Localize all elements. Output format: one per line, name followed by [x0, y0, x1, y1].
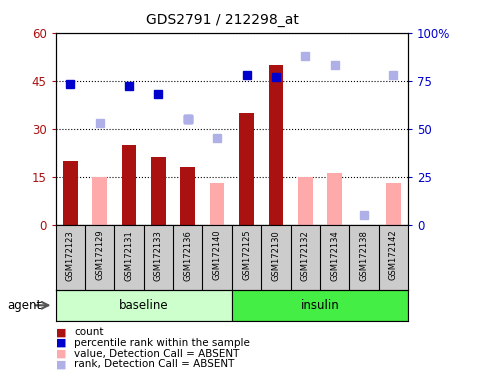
Text: GSM172138: GSM172138: [359, 230, 369, 281]
Bar: [56, 290, 232, 321]
Bar: [122, 145, 136, 225]
Bar: [298, 177, 313, 225]
Bar: [63, 161, 78, 225]
Bar: [210, 183, 225, 225]
Bar: [239, 113, 254, 225]
Bar: [269, 65, 283, 225]
Text: GSM172134: GSM172134: [330, 230, 339, 281]
Text: value, Detection Call = ABSENT: value, Detection Call = ABSENT: [74, 349, 239, 359]
Bar: [386, 183, 401, 225]
Text: count: count: [74, 327, 103, 337]
Text: GSM172131: GSM172131: [125, 230, 133, 281]
Text: ■: ■: [56, 359, 66, 369]
Bar: [151, 157, 166, 225]
Text: baseline: baseline: [119, 299, 169, 312]
Text: GSM172140: GSM172140: [213, 230, 222, 280]
Text: GSM172125: GSM172125: [242, 230, 251, 280]
Text: agent: agent: [7, 299, 42, 312]
Text: ■: ■: [56, 327, 66, 337]
Text: percentile rank within the sample: percentile rank within the sample: [74, 338, 250, 348]
Text: GSM172130: GSM172130: [271, 230, 281, 281]
Text: GSM172136: GSM172136: [183, 230, 192, 281]
Text: rank, Detection Call = ABSENT: rank, Detection Call = ABSENT: [74, 359, 234, 369]
Bar: [181, 167, 195, 225]
Text: GSM172123: GSM172123: [66, 230, 75, 281]
Text: GSM172142: GSM172142: [389, 230, 398, 280]
Text: ■: ■: [56, 349, 66, 359]
Text: GDS2791 / 212298_at: GDS2791 / 212298_at: [146, 13, 298, 27]
Text: GSM172129: GSM172129: [95, 230, 104, 280]
Text: GSM172133: GSM172133: [154, 230, 163, 281]
Bar: [232, 290, 408, 321]
Text: GSM172132: GSM172132: [301, 230, 310, 281]
Bar: [92, 177, 107, 225]
Bar: [327, 174, 342, 225]
Text: insulin: insulin: [300, 299, 340, 312]
Text: ■: ■: [56, 338, 66, 348]
